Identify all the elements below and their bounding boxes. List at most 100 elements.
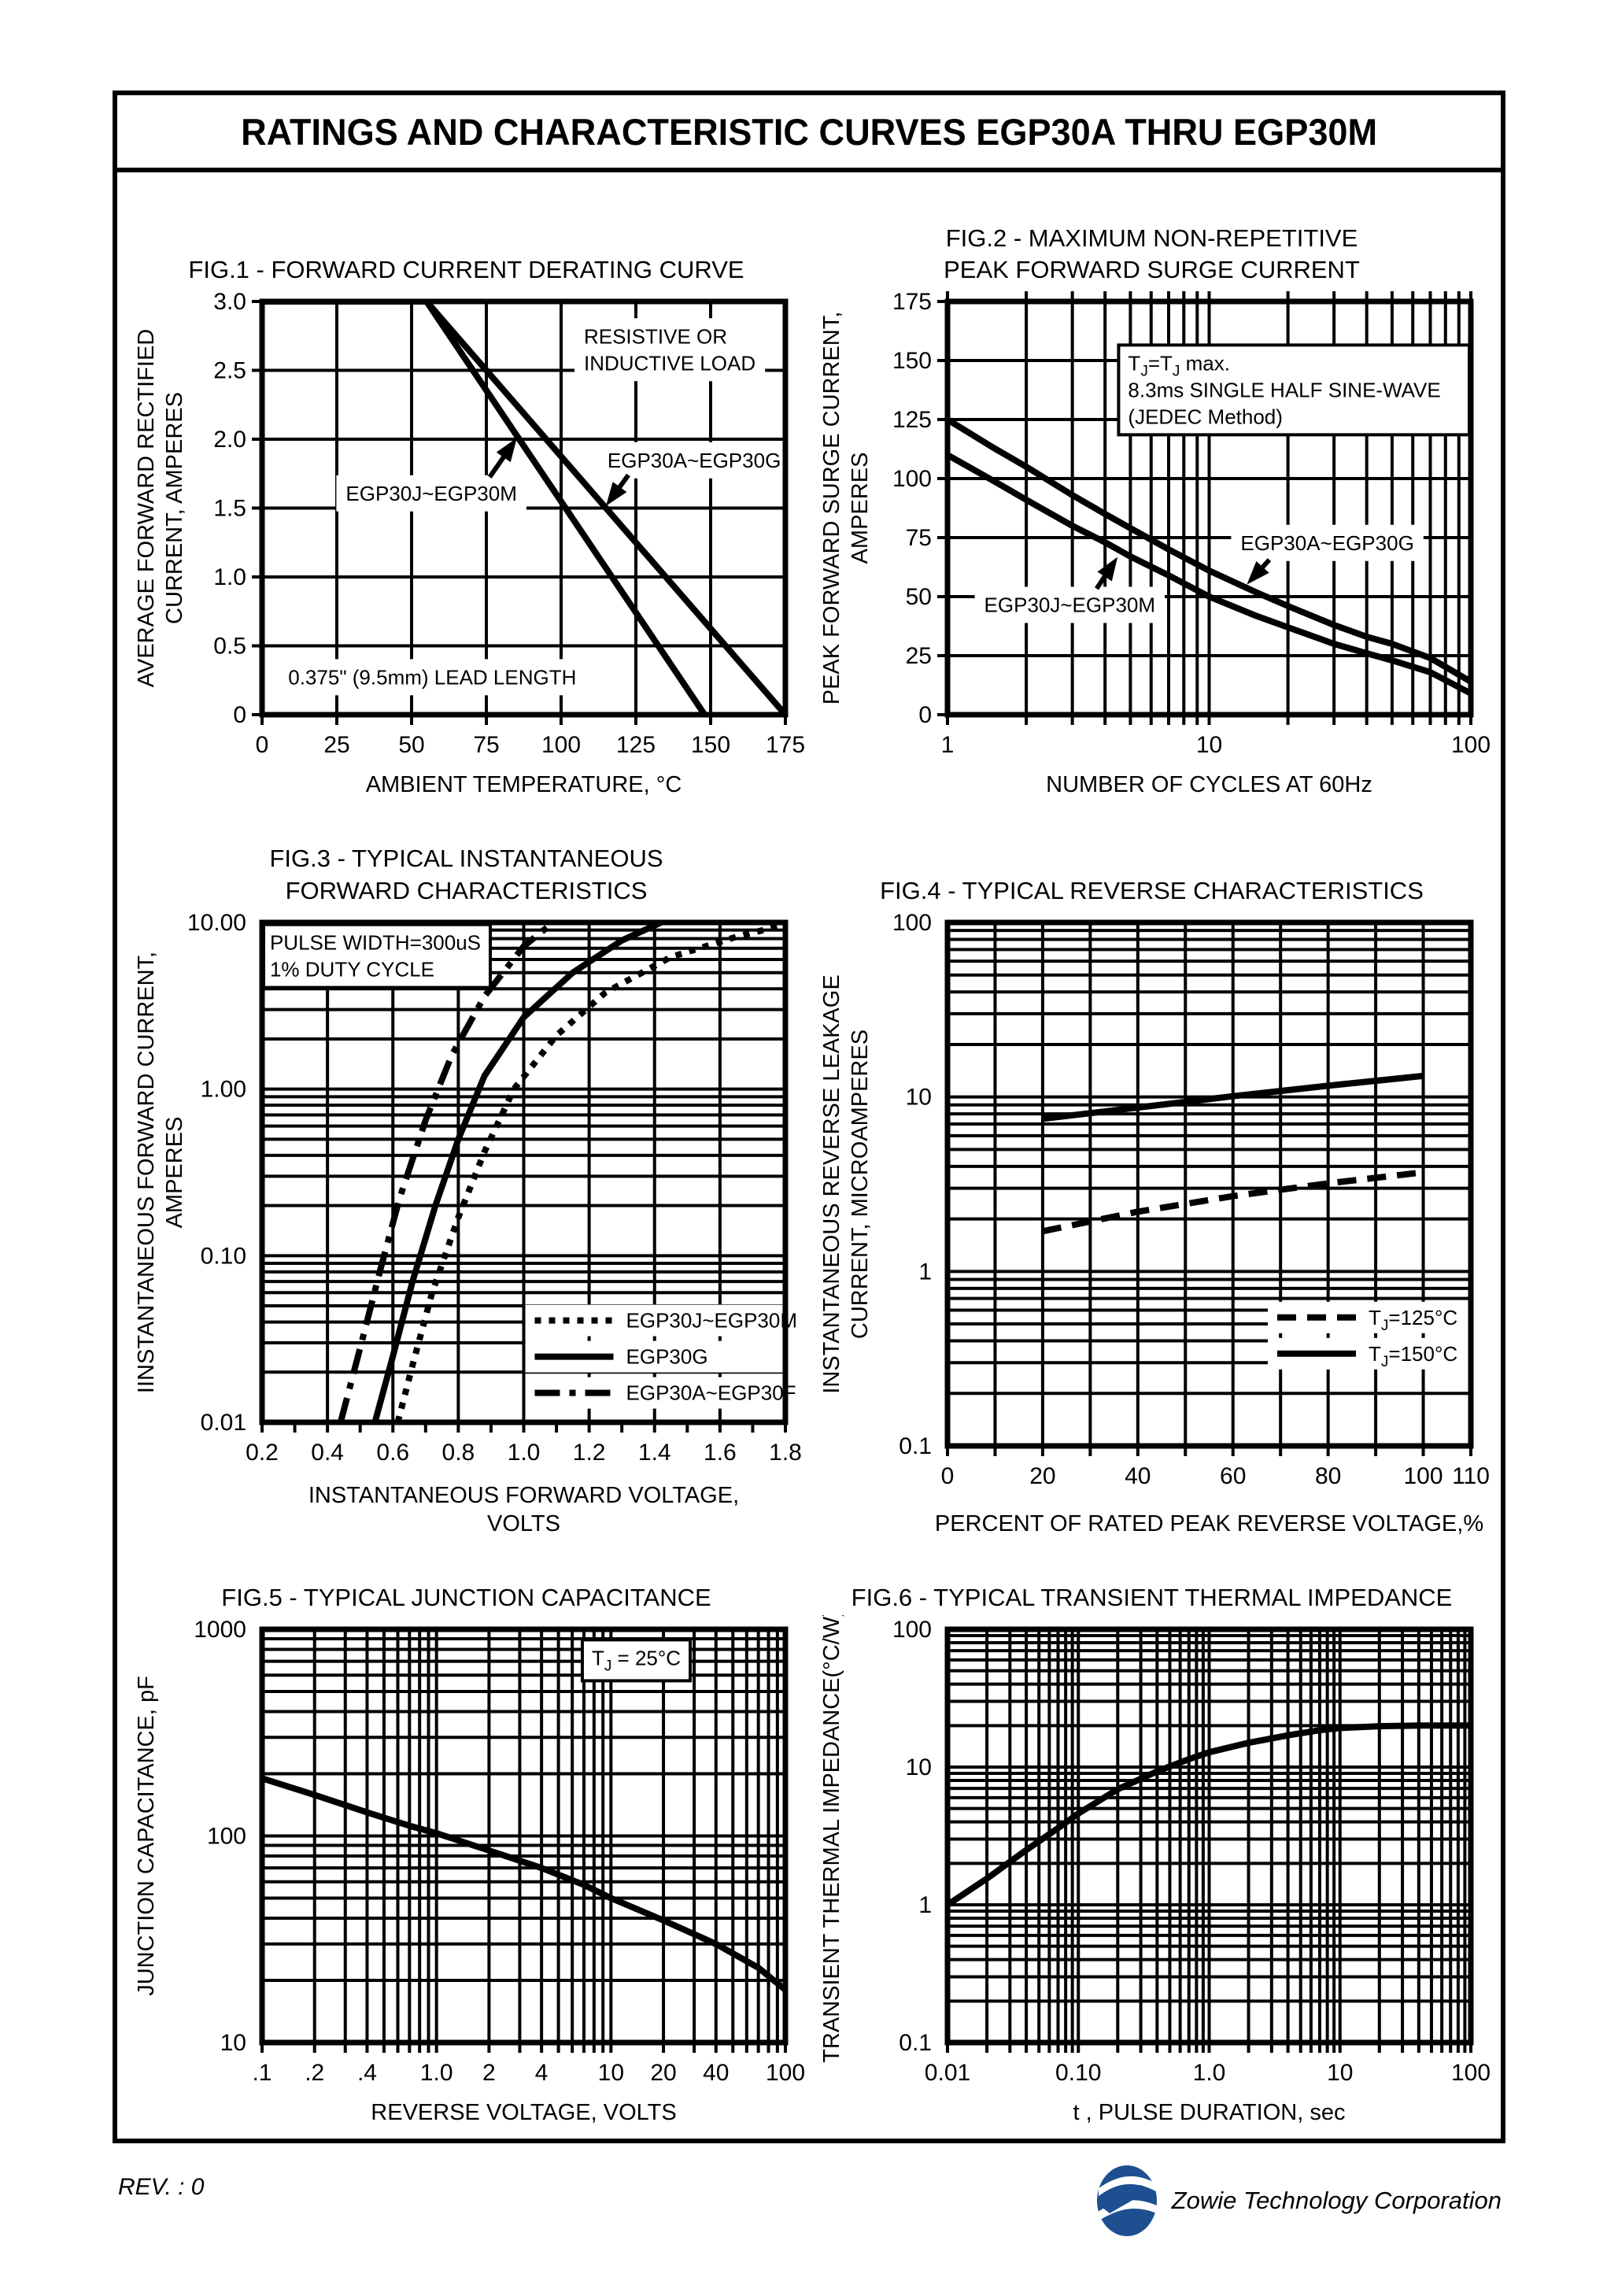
annotation: TJ = 25°C — [580, 1638, 692, 1683]
svg-text:TJ = 25°C: TJ = 25°C — [591, 1646, 680, 1674]
svg-text:NUMBER OF CYCLES AT 60Hz: NUMBER OF CYCLES AT 60Hz — [1046, 772, 1372, 797]
series-TJ=125°C — [1041, 1169, 1424, 1235]
svg-text:60: 60 — [1220, 1463, 1246, 1489]
annotation: EGP30J~EGP30M — [335, 475, 526, 512]
svg-text:2.0: 2.0 — [213, 427, 246, 453]
svg-text:0.6: 0.6 — [376, 1440, 409, 1466]
svg-text:TJ=TJ max.: TJ=TJ max. — [1128, 352, 1230, 380]
legend: EGP30J~EGP30M EGP30G EGP30A~EGP30F — [525, 1304, 797, 1409]
svg-text:0.1: 0.1 — [899, 2030, 932, 2056]
annotation: EGP30J~EGP30M — [974, 586, 1165, 623]
svg-text:10: 10 — [1195, 732, 1221, 758]
svg-text:EGP30A~EGP30F: EGP30A~EGP30F — [626, 1381, 796, 1404]
figure-3: FIG.3 - TYPICAL INSTANTANEOUS FORWARD CH… — [128, 843, 805, 1542]
svg-text:175: 175 — [892, 289, 931, 315]
svg-text:100: 100 — [541, 732, 580, 758]
svg-text:125: 125 — [615, 732, 655, 758]
svg-text:PULSE WIDTH=300uS: PULSE WIDTH=300uS — [269, 930, 480, 954]
company-name: Zowie Technology Corporation — [1171, 2187, 1502, 2214]
annotation: EGP30A~EGP30G — [597, 442, 790, 479]
svg-text:50: 50 — [398, 732, 424, 758]
svg-text:INDUCTIVE LOAD: INDUCTIVE LOAD — [583, 352, 755, 375]
revision-label: REV. : 0 — [118, 2174, 205, 2200]
svg-text:AMPERES: AMPERES — [162, 1116, 187, 1228]
svg-text:175: 175 — [765, 732, 804, 758]
svg-text:CURRENT, AMPERES: CURRENT, AMPERES — [162, 392, 187, 624]
plot-border — [259, 919, 788, 1425]
svg-text:100: 100 — [1450, 732, 1490, 758]
svg-text:10: 10 — [1327, 2060, 1353, 2086]
svg-text:0.01: 0.01 — [924, 2060, 970, 2086]
svg-text:PERCENT OF RATED PEAK REVERSE: PERCENT OF RATED PEAK REVERSE VOLTAGE,% — [934, 1511, 1483, 1536]
svg-text:100: 100 — [206, 1824, 246, 1850]
fig5-chart: TJ = 25°C .1 .2 .4 1.0 2 4 10 20 40 100 10 100 1000 RE… — [134, 1617, 805, 2125]
figure-1: FIG.1 - FORWARD CURRENT DERATING CURVE R… — [128, 254, 805, 803]
svg-text:TRANSIENT THERMAL IMPEDANCE(°C: TRANSIENT THERMAL IMPEDANCE(°C/W) — [819, 1615, 844, 2063]
svg-text:0.5: 0.5 — [213, 634, 246, 660]
series-EGP30J~EGP30M — [261, 301, 707, 715]
svg-text:1% DUTY CYCLE: 1% DUTY CYCLE — [269, 957, 434, 981]
svg-text:0.2: 0.2 — [246, 1440, 279, 1466]
fig3-chart: PULSE WIDTH=300uS 1% DUTY CYCLE EGP30J~EGP… — [134, 910, 802, 1536]
axis-labels: AMBIENT TEMPERATURE, °C AVERAGE FORWARD R… — [134, 329, 682, 797]
svg-text:40: 40 — [1125, 1463, 1151, 1489]
svg-text:AVERAGE FORWARD RECTIFIED: AVERAGE FORWARD RECTIFIED — [134, 329, 159, 687]
series-EGP30A~EGP30G — [261, 301, 785, 715]
plot-border — [259, 298, 788, 718]
svg-text:TJ=150°C: TJ=150°C — [1369, 1342, 1457, 1370]
annotation: PULSE WIDTH=300uS 1% DUTY CYCLE — [261, 922, 492, 989]
svg-text:1: 1 — [940, 732, 954, 758]
svg-text:1.2: 1.2 — [572, 1440, 605, 1466]
svg-text:EGP30J~EGP30M: EGP30J~EGP30M — [345, 482, 517, 505]
svg-text:0: 0 — [233, 702, 246, 728]
annotation: EGP30A~EGP30G — [1230, 525, 1424, 562]
svg-text:EGP30J~EGP30M: EGP30J~EGP30M — [626, 1308, 797, 1332]
svg-text:AMPERES: AMPERES — [848, 453, 873, 564]
svg-text:(JEDEC Method): (JEDEC Method) — [1128, 405, 1283, 429]
plot-border — [259, 1626, 788, 2046]
svg-text:25: 25 — [323, 732, 349, 758]
svg-text:75: 75 — [473, 732, 499, 758]
grid — [260, 1628, 787, 2044]
svg-text:10: 10 — [220, 2030, 246, 2056]
fig1-title: FIG.1 - FORWARD CURRENT DERATING CURVE — [188, 256, 744, 284]
fig4-title: FIG.4 - TYPICAL REVERSE CHARACTERISTICS — [880, 876, 1424, 904]
tick-labels: .1 .2 .4 1.0 2 4 10 20 40 100 10 100 1000 — [194, 1617, 805, 2086]
svg-text:20: 20 — [1029, 1463, 1055, 1489]
svg-text:4: 4 — [534, 2060, 548, 2086]
svg-text:10.00: 10.00 — [187, 910, 246, 936]
annotation: 0.375" (9.5mm) LEAD LENGTH — [278, 659, 586, 696]
svg-text:INSTANTANEOUS REVERSE LEAKAGE: INSTANTANEOUS REVERSE LEAKAGE — [819, 974, 844, 1393]
annotation: TJ=TJ max.8.3ms SINGLE HALF SINE-WAVE (JE… — [1116, 343, 1471, 437]
svg-text:40: 40 — [703, 2060, 729, 2086]
svg-text:100: 100 — [892, 466, 931, 492]
series-EGP30A~EGP30F — [337, 922, 555, 1422]
tick-labels: 0 25 50 75 100 125 150 175 0 0.5 1.0 1.5 2.0 2.5 3.0 — [213, 289, 805, 758]
svg-text:VOLTS: VOLTS — [487, 1511, 560, 1536]
series-EGP30G — [371, 922, 663, 1422]
svg-text:IINSTANTANEOUS FORWARD CURRENT: IINSTANTANEOUS FORWARD CURRENT, — [134, 952, 159, 1393]
fig2-title: FIG.2 - MAXIMUM NON-REPETITIVE PEAK FORW… — [944, 224, 1360, 284]
series-Zth — [947, 1722, 1471, 1908]
tick-labels: 0.2 0.4 0.6 0.8 1.0 1.2 1.4 1.6 1.8 0.01 0.10 1.00 1… — [187, 910, 801, 1466]
tick-labels: 0.01 0.10 1.0 10 100 0.1 1 10 100 — [892, 1617, 1490, 2086]
legend: TJ=125°C TJ=150°C — [1267, 1301, 1469, 1370]
series-EGP30A~EGP30G — [947, 417, 1471, 685]
svg-text:TJ=125°C: TJ=125°C — [1369, 1306, 1457, 1334]
fig4-chart: TJ=125°CTJ=150°C0 20 40 60 80 100 1100.1110100… — [819, 910, 1490, 1536]
svg-text:1.4: 1.4 — [637, 1440, 670, 1466]
svg-text:INSTANTANEOUS FORWARD VOLTAGE,: INSTANTANEOUS FORWARD VOLTAGE, — [308, 1483, 738, 1508]
svg-text:EGP30J~EGP30M: EGP30J~EGP30M — [984, 593, 1155, 617]
svg-text:EGP30G: EGP30G — [626, 1344, 707, 1368]
svg-text:0: 0 — [255, 732, 268, 758]
svg-text:.1: .1 — [252, 2060, 272, 2086]
figure-5: FIG.5 - TYPICAL JUNCTION CAPACITANCE TJ … — [128, 1582, 805, 2131]
axis-labels: INSTANTANEOUS FORWARD VOLTAGE, VOLTS IINST… — [134, 952, 739, 1536]
fig6-title: FIG.6 - TYPICAL TRANSIENT THERMAL IMPEDA… — [851, 1583, 1453, 1611]
svg-text:125: 125 — [892, 407, 931, 433]
svg-text:1.00: 1.00 — [200, 1077, 246, 1103]
axis-labels: PERCENT OF RATED PEAK REVERSE VOLTAGE,% I… — [819, 974, 1483, 1536]
plot-border — [944, 1626, 1473, 2046]
